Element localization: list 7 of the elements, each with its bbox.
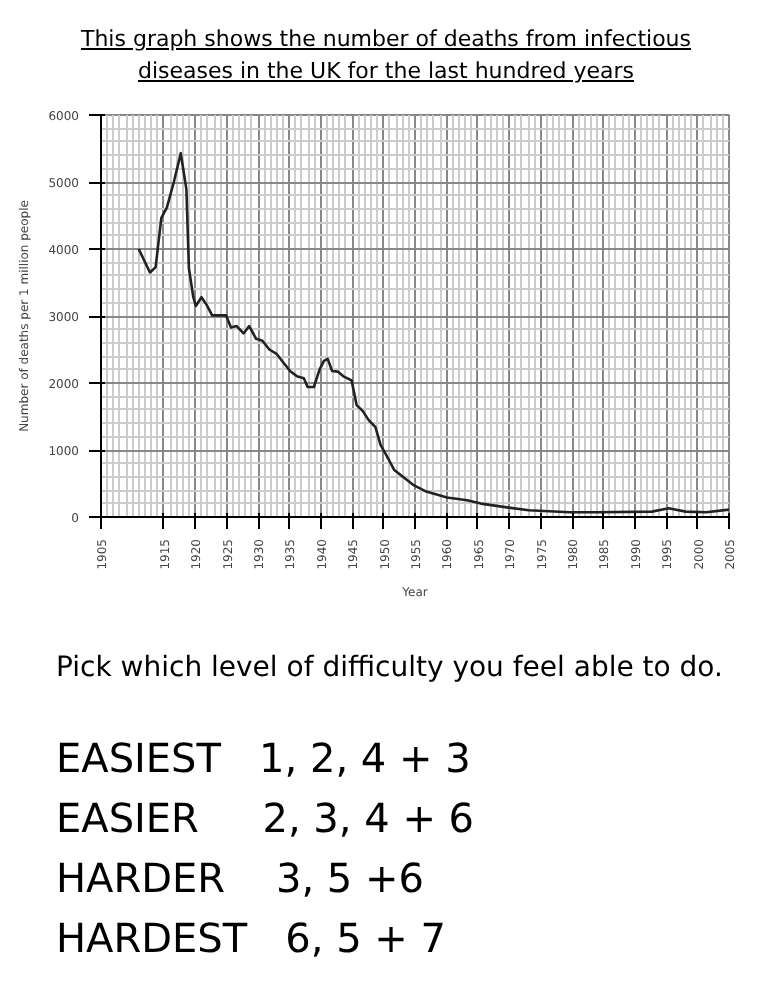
text: Pick which level of difficulty you feel able to do.: [56, 650, 723, 688]
text: EASIEST 1, 2, 4 + 3: [56, 732, 473, 786]
line-series: [137, 151, 729, 514]
chart-title: This graph shows the number of deaths from infectious diseases in the UK for the last hundred years: [78, 24, 694, 88]
text: HARDER 3, 5 +6: [56, 852, 426, 906]
text: HARDEST 6, 5 + 7: [56, 912, 448, 966]
text: EASIER 2, 3, 4 + 6: [56, 792, 477, 846]
